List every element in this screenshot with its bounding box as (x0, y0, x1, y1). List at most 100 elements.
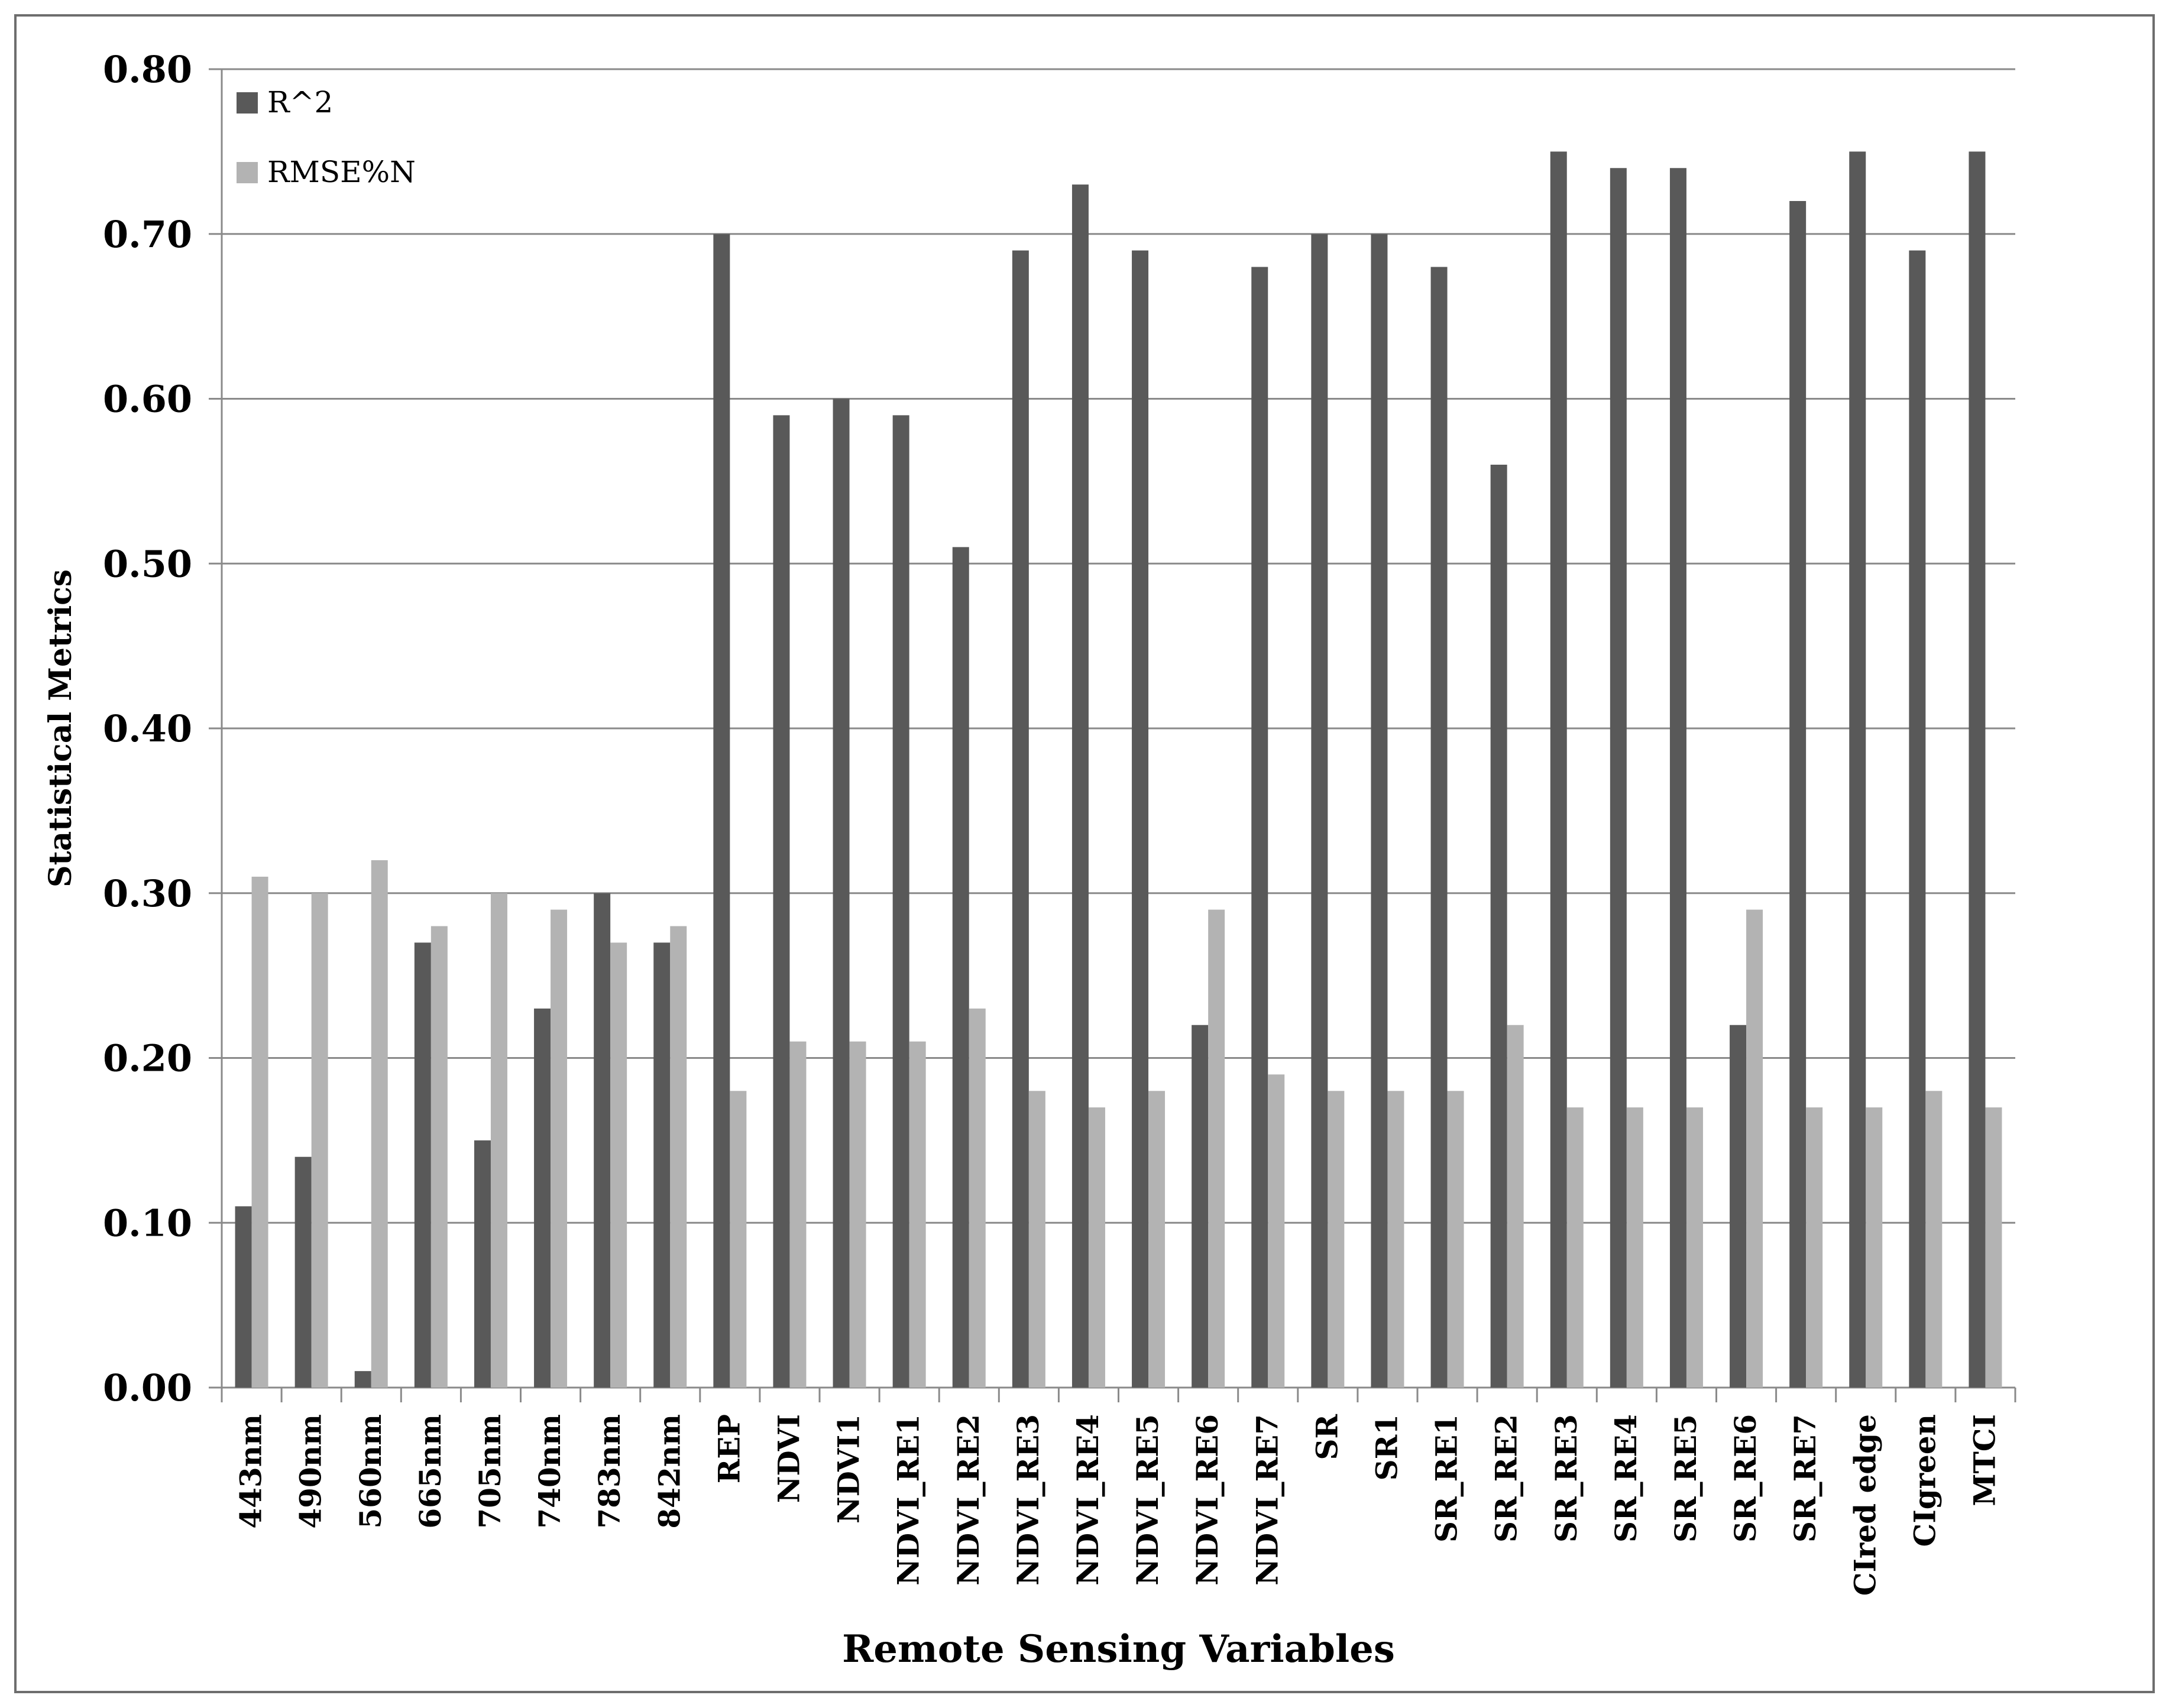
bar-RMSE%N[interactable] (1447, 1091, 1464, 1388)
bar-RMSE%N[interactable] (430, 926, 448, 1388)
bar-R^2[interactable] (1550, 151, 1567, 1388)
bar-R^2[interactable] (1730, 1025, 1747, 1388)
y-tick-label: 0.50 (103, 542, 192, 585)
bar-RMSE%N[interactable] (311, 893, 328, 1388)
bar-R^2[interactable] (1669, 168, 1686, 1388)
bar-R^2[interactable] (1371, 234, 1388, 1388)
legend-swatch (237, 92, 258, 114)
bar-RMSE%N[interactable] (969, 1008, 986, 1388)
bar-RMSE%N[interactable] (909, 1041, 926, 1388)
bar-RMSE%N[interactable] (1507, 1025, 1524, 1388)
bar-R^2[interactable] (892, 415, 909, 1388)
bar-R^2[interactable] (294, 1156, 312, 1388)
x-tick-label: SR_RE5 (1668, 1414, 1703, 1542)
x-tick-label: 490nm (293, 1414, 328, 1529)
x-tick-label: 842nm (652, 1414, 687, 1529)
bar-RMSE%N[interactable] (490, 893, 507, 1388)
x-tick-label: 560nm (353, 1414, 388, 1529)
bar-R^2[interactable] (1909, 250, 1926, 1388)
x-tick-label: NDVI_RE4 (1070, 1414, 1105, 1586)
bar-R^2[interactable] (1490, 465, 1507, 1388)
x-tick-label: SR_RE1 (1429, 1414, 1464, 1542)
bar-R^2[interactable] (1969, 151, 1986, 1388)
bar-RMSE%N[interactable] (610, 942, 627, 1388)
x-tick-label: SR_RE2 (1489, 1414, 1524, 1542)
bar-RMSE%N[interactable] (1387, 1091, 1404, 1388)
bar-R^2[interactable] (1311, 234, 1328, 1388)
bar-RMSE%N[interactable] (1028, 1091, 1045, 1388)
x-tick-label: CIgreen (1907, 1414, 1942, 1547)
bar-RMSE%N[interactable] (1328, 1091, 1345, 1388)
x-tick-label: NDVI (771, 1414, 806, 1503)
y-tick-label: 0.60 (103, 378, 192, 421)
bar-R^2[interactable] (1012, 250, 1029, 1388)
x-tick-label: SR1 (1369, 1414, 1404, 1480)
bar-RMSE%N[interactable] (371, 860, 388, 1388)
bar-RMSE%N[interactable] (1148, 1091, 1166, 1388)
bar-R^2[interactable] (235, 1206, 252, 1388)
x-tick-label: SR (1309, 1414, 1344, 1460)
bar-RMSE%N[interactable] (1866, 1107, 1883, 1388)
bar-R^2[interactable] (833, 398, 850, 1388)
bar-RMSE%N[interactable] (1746, 909, 1763, 1388)
x-tick-label: REP (711, 1414, 746, 1483)
bar-RMSE%N[interactable] (1985, 1107, 2002, 1388)
bar-RMSE%N[interactable] (1088, 1107, 1105, 1388)
bar-R^2[interactable] (1071, 184, 1089, 1388)
x-tick-label: NDVI_RE7 (1249, 1414, 1284, 1586)
bar-RMSE%N[interactable] (251, 876, 268, 1388)
bar-R^2[interactable] (354, 1371, 371, 1388)
y-tick-label: 0.80 (103, 48, 192, 91)
bar-RMSE%N[interactable] (1626, 1107, 1643, 1388)
bar-R^2[interactable] (653, 942, 671, 1388)
bar-R^2[interactable] (1849, 151, 1866, 1388)
bar-RMSE%N[interactable] (551, 909, 568, 1388)
bar-R^2[interactable] (414, 942, 431, 1388)
bar-RMSE%N[interactable] (1566, 1107, 1584, 1388)
y-tick-label: 0.30 (103, 872, 192, 915)
bar-R^2[interactable] (1430, 267, 1448, 1388)
bar-RMSE%N[interactable] (1208, 909, 1225, 1388)
x-tick-label: CIred edge (1847, 1414, 1882, 1596)
y-tick-label: 0.10 (103, 1201, 192, 1244)
x-tick-label: 705nm (472, 1414, 507, 1529)
bar-R^2[interactable] (713, 234, 730, 1388)
x-tick-label: 665nm (413, 1414, 448, 1529)
x-tick-label: 443nm (234, 1414, 268, 1529)
bar-RMSE%N[interactable] (789, 1041, 807, 1388)
legend-swatch (237, 162, 258, 183)
bar-R^2[interactable] (952, 547, 969, 1388)
bar-R^2[interactable] (773, 415, 790, 1388)
x-tick-label: SR_RE7 (1788, 1414, 1822, 1542)
legend-label: R^2 (267, 85, 333, 119)
x-tick-label: NDVI_RE1 (891, 1414, 926, 1586)
bar-RMSE%N[interactable] (849, 1041, 866, 1388)
x-tick-label: MTCI (1967, 1414, 2002, 1506)
bar-RMSE%N[interactable] (730, 1091, 747, 1388)
bar-RMSE%N[interactable] (670, 926, 687, 1388)
x-tick-label: NDVI_RE6 (1190, 1414, 1225, 1586)
x-tick-label: NDVI_RE2 (951, 1414, 986, 1586)
y-tick-label: 0.40 (103, 707, 192, 750)
bar-RMSE%N[interactable] (1268, 1074, 1285, 1388)
x-axis-title: Remote Sensing Variables (842, 1627, 1395, 1671)
x-tick-label: NDVI_RE3 (1011, 1414, 1045, 1586)
bar-R^2[interactable] (1192, 1025, 1209, 1388)
x-tick-label: SR_RE6 (1728, 1414, 1763, 1542)
bar-R^2[interactable] (1251, 267, 1268, 1388)
bar-R^2[interactable] (1132, 250, 1149, 1388)
bar-R^2[interactable] (1789, 201, 1807, 1388)
bar-R^2[interactable] (474, 1140, 491, 1388)
bar-RMSE%N[interactable] (1925, 1091, 1943, 1388)
x-tick-label: 783nm (592, 1414, 627, 1529)
bar-R^2[interactable] (594, 893, 611, 1388)
x-tick-label: NDVI_RE5 (1130, 1414, 1165, 1586)
bar-RMSE%N[interactable] (1686, 1107, 1703, 1388)
bar-R^2[interactable] (1610, 168, 1627, 1388)
x-tick-label: 740nm (532, 1414, 567, 1529)
bar-R^2[interactable] (534, 1008, 551, 1388)
bar-RMSE%N[interactable] (1806, 1107, 1823, 1388)
y-tick-label: 0.20 (103, 1037, 192, 1080)
y-axis-title: Statistical Metrics (43, 569, 79, 887)
